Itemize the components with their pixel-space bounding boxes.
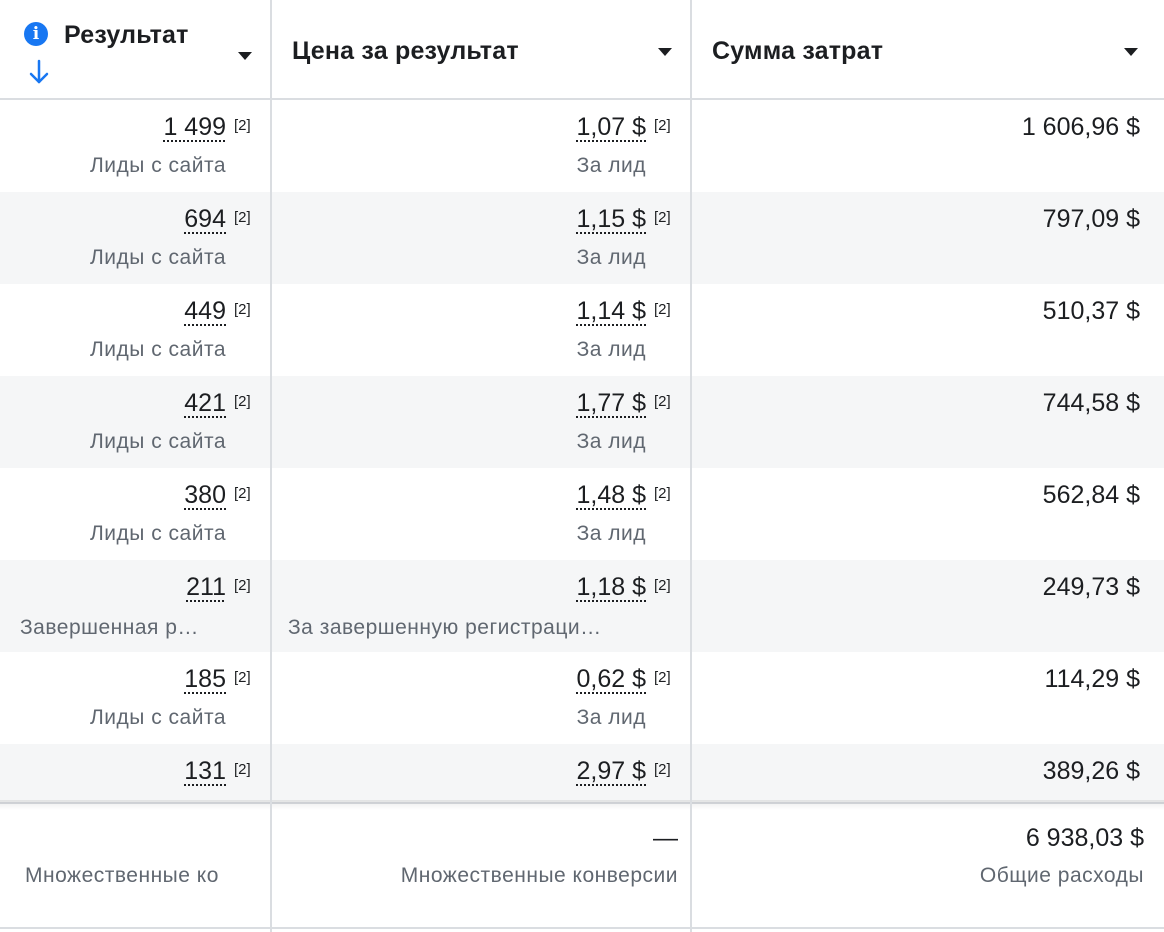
cost-value[interactable]: 1,48 $ bbox=[576, 481, 646, 509]
result-footnote: [2] bbox=[234, 301, 251, 318]
result-type: Лиды с сайта bbox=[90, 706, 226, 729]
cost-type: За лид bbox=[576, 430, 646, 453]
summary-cost-value: — bbox=[653, 824, 678, 852]
cost-type: За лид bbox=[576, 154, 646, 177]
result-footnote: [2] bbox=[234, 393, 251, 410]
amount-spent-value: 1 606,96 $ bbox=[1021, 113, 1140, 141]
result-value[interactable]: 694 bbox=[184, 205, 226, 233]
table-row: 421 [2] Лиды с сайта 1,77 $ [2] За лид 7… bbox=[0, 376, 1164, 468]
table-row: 380 [2] Лиды с сайта 1,48 $ [2] За лид 5… bbox=[0, 468, 1164, 560]
cost-footnote: [2] bbox=[654, 669, 671, 686]
cost-value[interactable]: 1,77 $ bbox=[576, 389, 646, 417]
result-footnote: [2] bbox=[234, 485, 251, 502]
result-type: Лиды с сайта bbox=[90, 338, 226, 361]
cost-value[interactable]: 1,07 $ bbox=[576, 113, 646, 141]
table-row: 131 [2] 2,97 $ [2] 389,26 $ bbox=[0, 744, 1164, 802]
summary-amount-spent-value: 6 938,03 $ bbox=[1025, 824, 1144, 852]
info-icon[interactable]: i bbox=[24, 22, 48, 46]
column-divider[interactable] bbox=[270, 0, 272, 932]
chevron-down-icon[interactable] bbox=[658, 48, 672, 56]
summary-cost-label: Множественные конверсии bbox=[400, 864, 678, 887]
cost-footnote: [2] bbox=[654, 393, 671, 410]
result-value[interactable]: 185 bbox=[184, 665, 226, 693]
result-type: Лиды с сайта bbox=[90, 430, 226, 453]
column-header-amount-spent[interactable]: Сумма затрат bbox=[692, 0, 1164, 98]
chevron-down-icon[interactable] bbox=[238, 52, 252, 60]
cost-type: За лид bbox=[576, 706, 646, 729]
table-row: 185 [2] Лиды с сайта 0,62 $ [2] За лид 1… bbox=[0, 652, 1164, 744]
result-value[interactable]: 211 bbox=[186, 573, 226, 601]
column-divider[interactable] bbox=[690, 0, 692, 932]
summary-result-label: Множественные ко bbox=[25, 864, 219, 887]
cost-footnote: [2] bbox=[654, 209, 671, 226]
cost-footnote: [2] bbox=[654, 485, 671, 502]
result-footnote: [2] bbox=[234, 209, 251, 226]
amount-spent-value: 389,26 $ bbox=[1042, 757, 1140, 785]
cost-value[interactable]: 1,15 $ bbox=[576, 205, 646, 233]
amount-spent-value: 249,73 $ bbox=[1042, 573, 1140, 601]
amount-spent-value: 510,37 $ bbox=[1042, 297, 1140, 325]
summary-result-cell: Множественные ко bbox=[0, 804, 258, 932]
column-title-result: Результат bbox=[64, 21, 189, 49]
cost-type: За лид bbox=[576, 246, 646, 269]
scroll-shadow bbox=[0, 800, 1164, 810]
cost-footnote: [2] bbox=[654, 117, 671, 134]
cost-value[interactable]: 1,18 $ bbox=[576, 573, 646, 601]
table-row: 211 [2] Завершенная р… 1,18 $ [2] За зав… bbox=[0, 560, 1164, 652]
result-value[interactable]: 380 bbox=[184, 481, 226, 509]
cost-type: За завершенную регистраци… bbox=[288, 616, 602, 639]
cost-value[interactable]: 0,62 $ bbox=[576, 665, 646, 693]
result-type: Лиды с сайта bbox=[90, 246, 226, 269]
result-type: Лиды с сайта bbox=[90, 522, 226, 545]
sort-descending-icon[interactable] bbox=[28, 58, 50, 86]
amount-spent-value: 562,84 $ bbox=[1042, 481, 1140, 509]
result-type: Лиды с сайта bbox=[90, 154, 226, 177]
summary-amount-spent-label: Общие расходы bbox=[979, 864, 1144, 887]
amount-spent-value: 744,58 $ bbox=[1042, 389, 1140, 417]
result-value[interactable]: 1 499 bbox=[163, 113, 226, 141]
result-value[interactable]: 449 bbox=[184, 297, 226, 325]
amount-spent-value: 114,29 $ bbox=[1044, 665, 1140, 693]
cost-footnote: [2] bbox=[654, 761, 671, 778]
table-header: i Результат Цена за результат Сумма затр… bbox=[0, 0, 1164, 100]
cost-type: За лид bbox=[576, 522, 646, 545]
column-title-cost-per-result: Цена за результат bbox=[292, 37, 519, 65]
cost-value[interactable]: 2,97 $ bbox=[576, 757, 646, 785]
column-title-amount-spent: Сумма затрат bbox=[712, 37, 884, 65]
table-row: 449 [2] Лиды с сайта 1,14 $ [2] За лид 5… bbox=[0, 284, 1164, 376]
column-header-cost-per-result[interactable]: Цена за результат bbox=[272, 0, 690, 98]
result-footnote: [2] bbox=[234, 761, 251, 778]
result-footnote: [2] bbox=[234, 669, 251, 686]
result-footnote: [2] bbox=[234, 117, 251, 134]
result-value[interactable]: 421 bbox=[184, 389, 226, 417]
cost-value[interactable]: 1,14 $ bbox=[576, 297, 646, 325]
chevron-down-icon[interactable] bbox=[1124, 48, 1138, 56]
table-bottom-border bbox=[0, 927, 1164, 929]
column-header-result[interactable]: i Результат bbox=[0, 0, 270, 98]
cost-footnote: [2] bbox=[654, 301, 671, 318]
cost-type: За лид bbox=[576, 338, 646, 361]
table-body: 1 499 [2] Лиды с сайта 1,07 $ [2] За лид… bbox=[0, 100, 1164, 802]
amount-spent-value: 797,09 $ bbox=[1042, 205, 1140, 233]
table-row: 694 [2] Лиды с сайта 1,15 $ [2] За лид 7… bbox=[0, 192, 1164, 284]
table-row: 1 499 [2] Лиды с сайта 1,07 $ [2] За лид… bbox=[0, 100, 1164, 192]
summary-row: Множественные ко — Множественные конверс… bbox=[0, 802, 1164, 932]
cost-footnote: [2] bbox=[654, 577, 671, 594]
result-type: Завершенная р… bbox=[20, 616, 199, 639]
result-footnote: [2] bbox=[234, 577, 251, 594]
result-value[interactable]: 131 bbox=[184, 757, 226, 785]
